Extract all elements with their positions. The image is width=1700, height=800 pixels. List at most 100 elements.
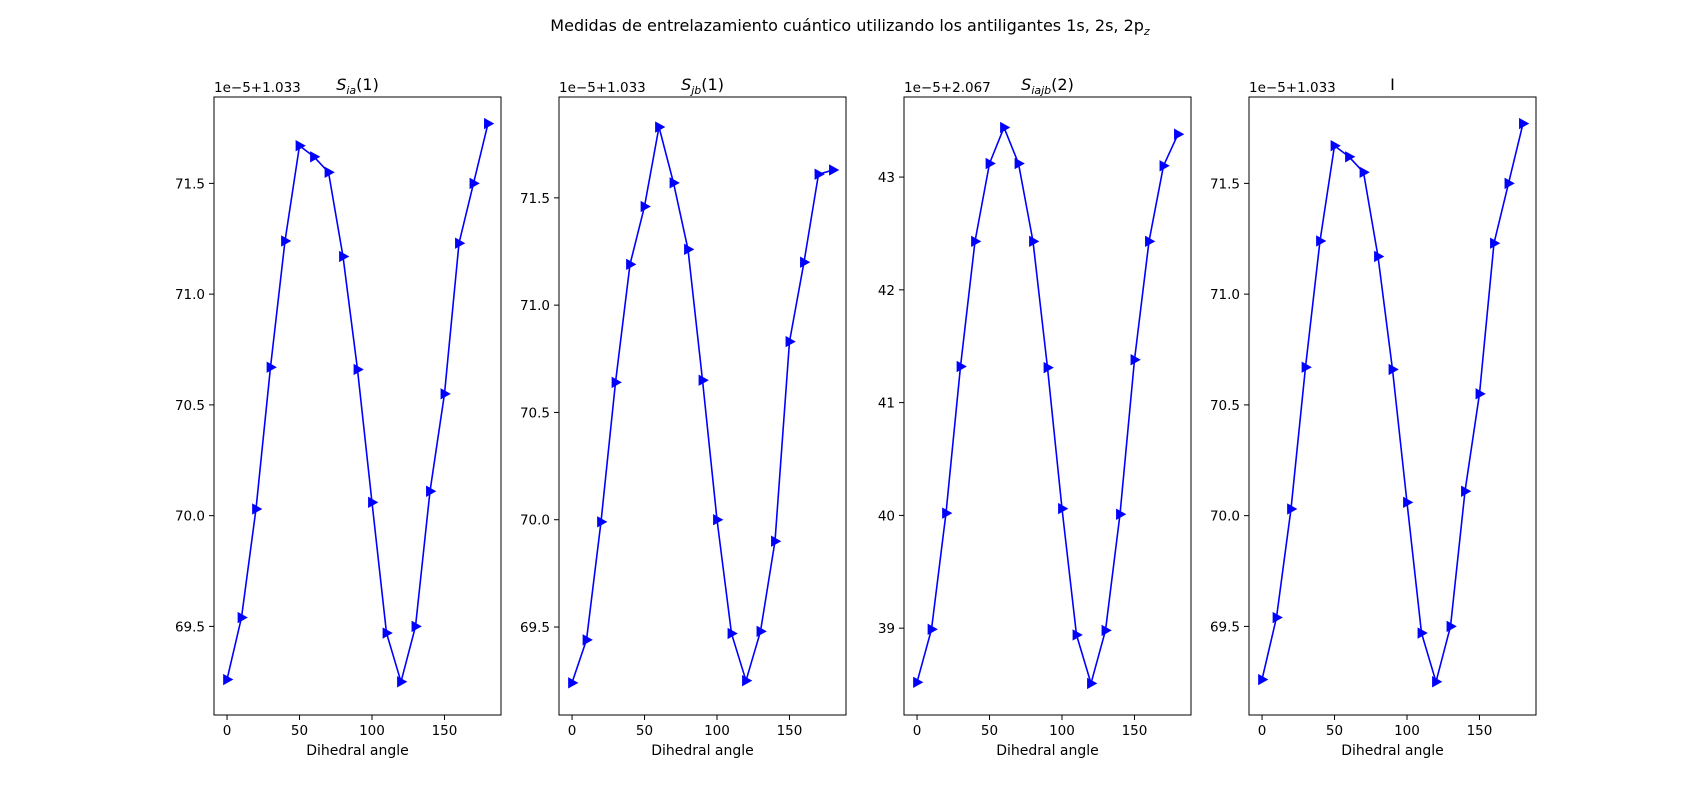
x-tick-label: 150 xyxy=(432,723,458,739)
data-point-marker xyxy=(971,235,982,248)
series-line xyxy=(571,126,834,684)
y-tick-label: 70.0 xyxy=(175,509,205,525)
data-point-marker xyxy=(223,673,234,686)
y-tick-label: 39 xyxy=(878,621,895,637)
x-tick-label: 100 xyxy=(704,723,730,739)
x-tick-label: 0 xyxy=(913,723,922,739)
axis-offset-label: 1e−5+1.033 xyxy=(559,80,646,96)
data-point-marker xyxy=(640,200,651,213)
y-tick-label: 71.5 xyxy=(520,191,550,207)
data-point-marker xyxy=(713,514,724,526)
subplot-title: Sjb(1) xyxy=(681,75,724,97)
data-point-marker xyxy=(985,157,996,170)
data-point-marker xyxy=(1000,121,1011,134)
data-point-marker xyxy=(1345,151,1356,163)
data-point-marker xyxy=(1072,629,1083,641)
data-point-marker xyxy=(1145,235,1156,248)
data-point-marker xyxy=(252,503,263,515)
data-point-marker xyxy=(455,237,466,249)
series-line xyxy=(226,123,489,683)
data-point-marker xyxy=(1272,611,1283,624)
data-point-marker xyxy=(568,677,579,689)
y-tick-label: 70.5 xyxy=(1210,398,1240,414)
y-tick-label: 70.5 xyxy=(175,398,205,414)
data-point-marker xyxy=(426,485,437,497)
subplot-1: 0 50 100 150 69.5 70.0 70.5 71.0 71.5 Dihedral an… xyxy=(175,75,502,759)
data-point-marker xyxy=(1359,166,1370,178)
data-point-marker xyxy=(353,363,364,376)
data-point-marker xyxy=(1432,676,1443,688)
data-point-marker xyxy=(626,258,637,271)
data-point-marker xyxy=(324,166,335,178)
data-point-marker xyxy=(1490,237,1501,249)
y-tick-label: 43 xyxy=(878,170,895,186)
data-point-marker xyxy=(829,164,840,176)
data-point-marker xyxy=(1374,250,1385,263)
x-tick-label: 50 xyxy=(636,723,653,739)
data-point-marker xyxy=(698,374,709,386)
figure-title: Medidas de entrelazamiento cuántico util… xyxy=(0,16,1700,38)
subplot-title-symbol: I xyxy=(1390,75,1395,94)
y-tick-label: 70.0 xyxy=(1210,509,1240,525)
y-tick-label: 71.5 xyxy=(175,176,205,192)
y-tick-label: 70.5 xyxy=(520,405,550,421)
subplot-title: I xyxy=(1390,75,1395,94)
data-point-marker xyxy=(742,674,753,687)
data-point-marker xyxy=(1417,627,1428,639)
subplot-title-argument: (1) xyxy=(356,75,379,94)
subplot-4: 0 50 100 150 69.5 70.0 70.5 71.0 71.5 Dihedral an… xyxy=(1210,75,1537,759)
x-axis-label: Dihedral angle xyxy=(1341,743,1444,759)
data-point-marker xyxy=(655,121,666,133)
x-tick-label: 100 xyxy=(1394,723,1420,739)
subplot-title-subscript: ia xyxy=(346,84,356,97)
figure-title-subscript: z xyxy=(1143,25,1150,39)
axes-frame xyxy=(558,96,847,716)
data-point-marker xyxy=(956,360,967,373)
data-point-marker xyxy=(582,634,593,646)
y-tick-label: 71.5 xyxy=(1210,176,1240,192)
data-point-marker xyxy=(1014,157,1025,170)
data-point-marker xyxy=(814,168,825,180)
data-point-marker xyxy=(913,676,924,688)
y-tick-label: 71.0 xyxy=(175,287,205,303)
data-point-marker xyxy=(1301,361,1312,373)
data-point-marker xyxy=(310,151,321,163)
subplot-title-subscript: jb xyxy=(689,84,701,97)
data-point-marker xyxy=(1287,503,1298,515)
data-point-marker xyxy=(669,177,680,189)
data-point-marker xyxy=(1159,160,1170,172)
subplot-title-symbol: S xyxy=(1021,75,1031,94)
x-tick-label: 50 xyxy=(981,723,998,739)
x-tick-label: 100 xyxy=(359,723,385,739)
x-axis-label: Dihedral angle xyxy=(996,743,1099,759)
subplot-title-argument: (1) xyxy=(701,75,724,94)
data-point-marker xyxy=(1043,361,1054,374)
y-tick-label: 69.5 xyxy=(175,619,205,635)
data-point-marker xyxy=(942,507,953,519)
data-point-marker xyxy=(611,376,622,389)
y-tick-label: 70.0 xyxy=(520,513,550,529)
x-tick-label: 0 xyxy=(1258,723,1267,739)
subplot-title: Siajb(2) xyxy=(1021,75,1074,97)
data-point-marker xyxy=(382,627,393,639)
axes-frame xyxy=(213,96,502,716)
data-point-marker xyxy=(411,620,422,633)
subplot-title-symbol: S xyxy=(336,75,346,94)
data-point-marker xyxy=(1174,128,1185,140)
y-tick-label: 41 xyxy=(878,396,895,412)
axis-offset-label: 1e−5+1.033 xyxy=(1249,80,1336,96)
y-tick-label: 71.0 xyxy=(1210,287,1240,303)
data-point-marker xyxy=(1403,496,1414,509)
data-point-marker xyxy=(1130,354,1141,366)
y-tick-label: 42 xyxy=(878,283,895,299)
x-tick-label: 150 xyxy=(1467,723,1493,739)
y-tick-label: 40 xyxy=(878,508,895,524)
series-line xyxy=(1261,123,1524,683)
data-point-marker xyxy=(397,676,408,688)
subplot-2: 0 50 100 150 69.5 70.0 70.5 71.0 71.5 Dihedral an… xyxy=(520,75,847,759)
data-point-marker xyxy=(1116,508,1127,520)
data-point-marker xyxy=(684,243,695,256)
data-point-marker xyxy=(800,256,811,268)
data-point-marker xyxy=(1258,673,1269,686)
